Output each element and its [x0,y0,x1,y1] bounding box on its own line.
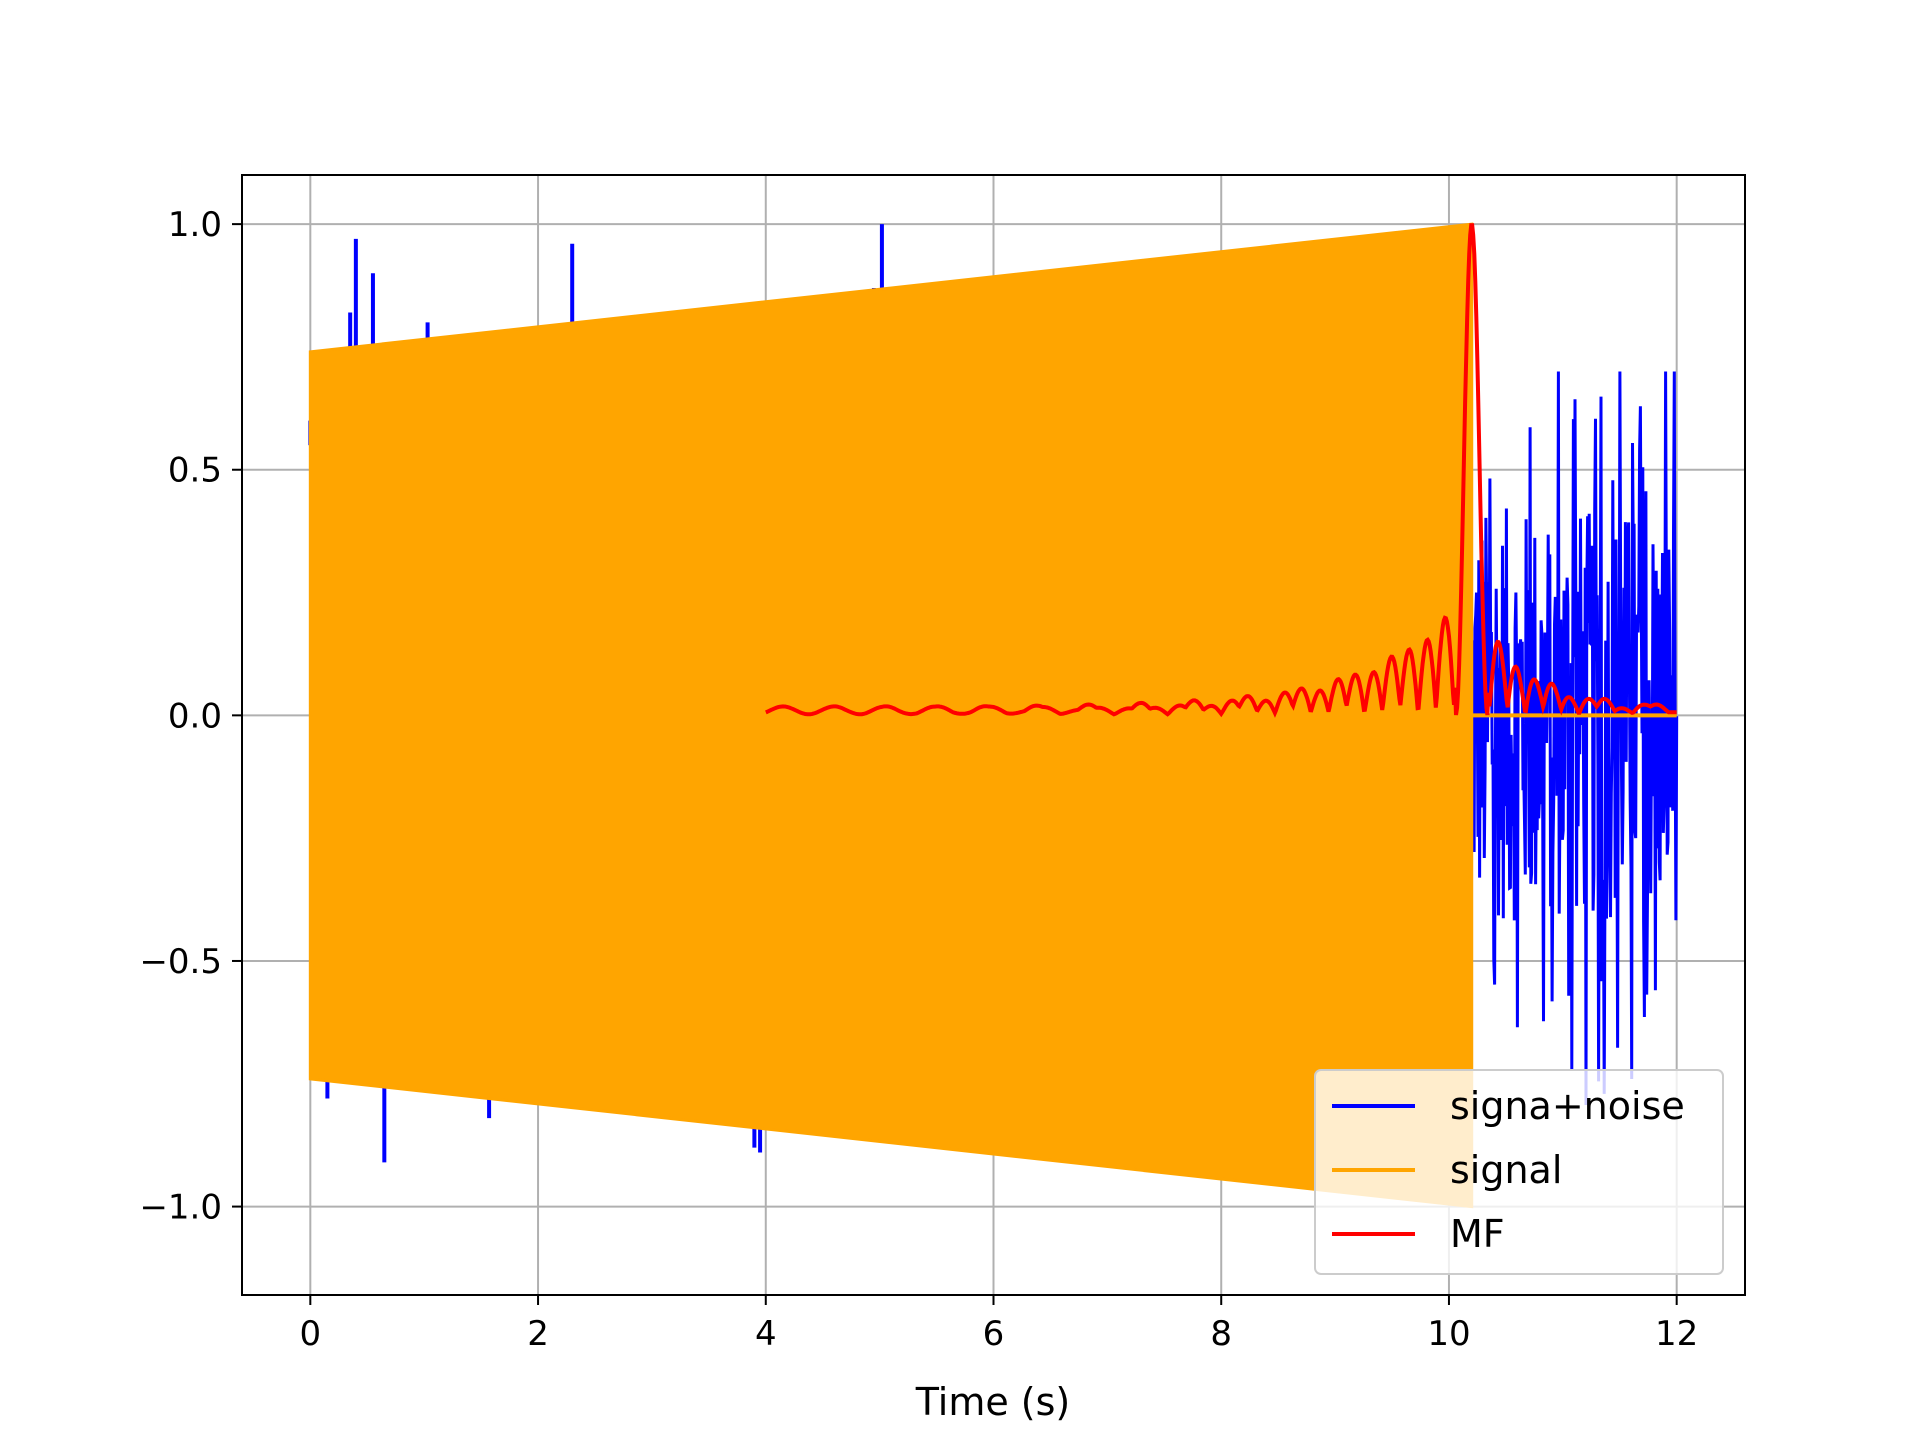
x-tick-label: 12 [1655,1314,1698,1354]
mf-line [765,223,1677,718]
legend-label-signa-noise: signa+noise [1450,1084,1685,1128]
y-tick-label: −1.0 [139,1188,222,1228]
x-tick-label: 2 [527,1314,549,1354]
plot-area [308,222,1679,1209]
legend-frame [1314,1069,1724,1275]
y-tick-label: 0.5 [168,451,222,491]
x-tick-label: 4 [755,1314,777,1354]
series-signal [308,222,1677,1209]
x-axis: 0 2 4 6 8 10 12 [299,1295,1698,1354]
legend-label-mf: MF [1450,1212,1505,1256]
signal-envelope [308,222,1474,1209]
series-mf [765,223,1677,718]
y-axis: −1.0 −0.5 0.0 0.5 1.0 [139,205,242,1228]
x-tick-label: 0 [299,1314,321,1354]
x-tick-label: 10 [1427,1314,1470,1354]
x-axis-label: Time (s) [915,1380,1071,1424]
y-tick-label: 1.0 [168,205,222,245]
x-tick-label: 8 [1210,1314,1232,1354]
legend: signa+noise signal MF [1314,1069,1724,1275]
y-tick-label: −0.5 [139,942,222,982]
y-tick-label: 0.0 [168,696,222,736]
legend-label-signal: signal [1450,1148,1562,1192]
x-tick-label: 6 [983,1314,1005,1354]
